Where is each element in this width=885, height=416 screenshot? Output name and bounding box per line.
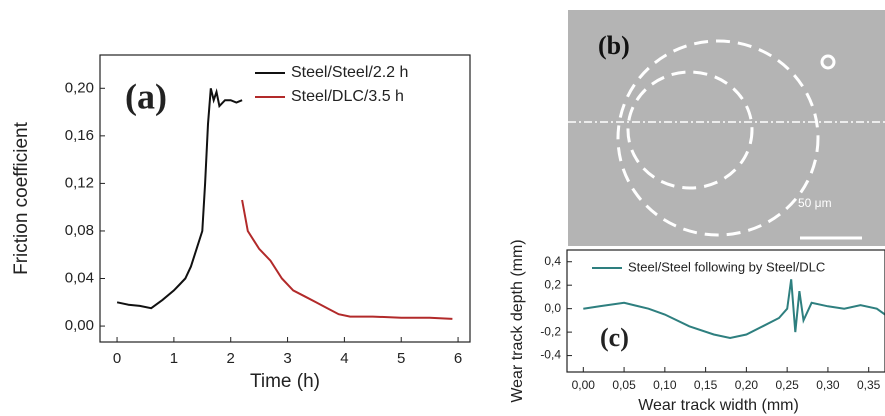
plot-area	[583, 279, 885, 340]
y-tick-label: 0,08	[65, 222, 94, 239]
x-tick-label: 0	[113, 350, 121, 367]
y-tick-label: 0,20	[65, 79, 94, 96]
legend-label: Steel/Steel/2.2 h	[291, 64, 408, 81]
x-tick-label: 0,00	[572, 378, 596, 392]
y-tick-label: 0,16	[65, 127, 94, 144]
data-line	[583, 279, 885, 340]
x-tick-label: 4	[340, 350, 348, 367]
legend-label: Steel/Steel following by Steel/DLC	[628, 259, 825, 274]
x-tick-label: 6	[454, 350, 462, 367]
y-tick-label: -0,4	[540, 348, 561, 362]
y-tick-label: -0,2	[540, 324, 561, 338]
x-tick-label: 0,35	[857, 378, 881, 392]
data-line	[116, 88, 243, 310]
x-tick-label: 0,25	[775, 378, 799, 392]
y-axis-label: Wear track depth (mm)	[509, 239, 526, 402]
panel-label: (c)	[600, 323, 629, 352]
x-tick-label: 0,05	[612, 378, 636, 392]
y-tick-label: 0,4	[544, 254, 561, 268]
wear-circle	[626, 70, 754, 190]
panel-label: (b)	[598, 31, 630, 60]
data-line	[241, 199, 453, 320]
y-tick-label: 0,12	[65, 174, 94, 191]
x-tick-label: 1	[170, 350, 178, 367]
y-tick-label: 0,0	[544, 301, 561, 315]
x-tick-label: 0,30	[816, 378, 840, 392]
y-tick-label: 0,2	[544, 277, 561, 291]
x-tick-label: 5	[397, 350, 405, 367]
image-background	[568, 10, 885, 246]
y-axis-label: Friction coefficient	[11, 121, 32, 274]
x-tick-label: 0,20	[735, 378, 759, 392]
sem-image: (b) 50 μm	[568, 10, 885, 246]
scale-label: 50 μm	[798, 196, 832, 210]
x-tick-label: 2	[227, 350, 235, 367]
y-tick-label: 0,00	[65, 317, 94, 334]
legend-label: Steel/DLC/3.5 h	[291, 88, 404, 105]
panel-label: (a)	[125, 76, 167, 116]
x-tick-label: 0,15	[694, 378, 718, 392]
x-tick-label: 0,10	[653, 378, 677, 392]
plot-area	[116, 88, 453, 320]
particle	[820, 54, 836, 70]
wear-circle	[616, 39, 820, 237]
y-tick-label: 0,04	[65, 269, 94, 286]
x-axis-label: Time (h)	[250, 371, 320, 392]
axes-frame	[566, 249, 885, 373]
x-tick-label: 3	[283, 350, 291, 367]
x-axis-label: Wear track width (mm)	[638, 397, 799, 414]
axes-frame	[99, 54, 471, 343]
